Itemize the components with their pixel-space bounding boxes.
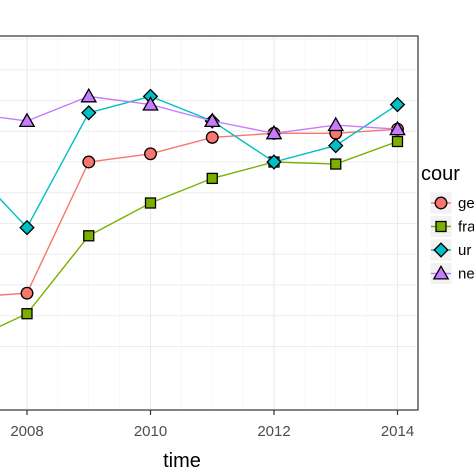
data-point-fra xyxy=(206,172,218,185)
data-point-ne xyxy=(265,124,283,140)
data-point-fra xyxy=(21,308,33,320)
data-point-ne xyxy=(203,112,221,128)
series-line-ne xyxy=(0,95,398,135)
x-axis-title: time xyxy=(163,450,201,472)
data-point-ne xyxy=(327,116,345,132)
panel-border xyxy=(0,35,419,411)
data-point-ne xyxy=(389,120,406,136)
series-line-ur xyxy=(0,95,398,229)
data-point-ne xyxy=(80,87,98,103)
legend-label-ur: ur xyxy=(458,242,471,259)
series-line-fra xyxy=(0,140,398,328)
x-tick-label: 2008 xyxy=(10,423,43,440)
data-point-ge xyxy=(20,286,34,300)
legend: cour ge fra ur ne xyxy=(421,163,474,285)
series-line-ge xyxy=(0,128,398,296)
data-point-ge xyxy=(144,147,157,161)
legend-label-fra: fra xyxy=(458,219,474,236)
series-ne xyxy=(0,87,406,140)
data-point-ge xyxy=(205,130,219,144)
legend-title: cour xyxy=(421,163,460,185)
legend-key-ur xyxy=(433,242,449,258)
data-point-fra xyxy=(83,230,95,242)
data-point-ur xyxy=(81,105,97,121)
legend-key-ge xyxy=(434,196,448,210)
x-axis-ticks: 2008 2010 2012 2014 xyxy=(10,410,414,440)
legend-key-ne xyxy=(432,264,450,280)
data-point-fra xyxy=(330,158,342,170)
data-point-ur xyxy=(389,96,406,113)
data-point-ur xyxy=(19,219,35,236)
data-point-fra xyxy=(144,197,157,209)
data-point-ur xyxy=(266,154,282,170)
data-point-ne xyxy=(142,96,159,111)
x-tick-label: 2010 xyxy=(134,423,167,440)
data-point-ur xyxy=(328,137,344,154)
series-layer xyxy=(0,87,406,328)
legend-label-ne: ne xyxy=(458,266,474,283)
data-point-ne xyxy=(18,112,36,128)
x-tick-label: 2014 xyxy=(381,423,414,440)
legend-label-ge: ge xyxy=(458,195,474,212)
data-point-ge xyxy=(82,155,96,169)
legend-key-fra xyxy=(435,220,447,233)
data-point-fra xyxy=(391,135,404,148)
x-tick-label: 2012 xyxy=(257,423,290,440)
